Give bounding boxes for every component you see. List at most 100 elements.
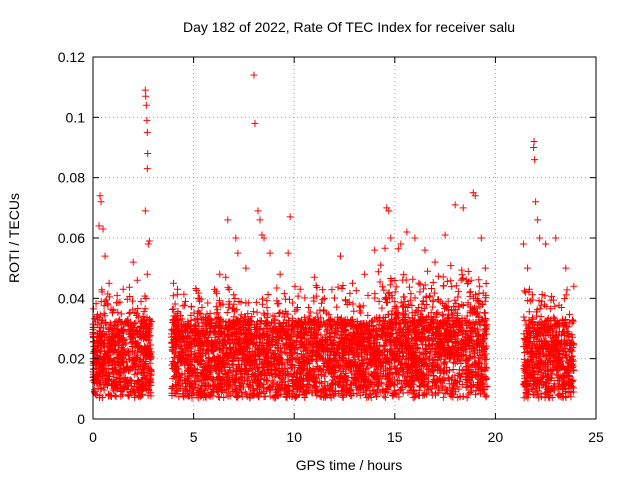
data-point [111,340,119,348]
data-point [137,317,145,325]
data-point [133,353,141,361]
data-point [114,299,122,307]
data-point [116,298,124,306]
grid-lines [93,57,596,419]
data-point [143,369,151,377]
data-point [146,359,154,367]
data-point [133,310,141,318]
data-point [99,393,107,401]
data-point [92,300,100,308]
data-point [125,330,133,338]
data-point [140,333,148,341]
data-point [364,311,372,319]
data-point [140,374,148,382]
data-point [106,293,114,301]
data-point [146,377,154,385]
data-point [266,392,274,400]
data-point [319,296,327,304]
data-point [371,290,379,298]
data-point [125,351,133,359]
data-point [103,371,111,379]
data-point [134,377,142,385]
data-point [146,321,154,329]
data-point [117,383,125,391]
data-point [136,329,144,337]
data-point [439,393,447,401]
data-point [129,297,136,305]
data-point [447,262,455,270]
data-point [132,339,140,347]
data-point [147,318,155,326]
data-points [89,71,578,402]
data-point [352,287,360,295]
data-point [425,293,433,301]
data-point [111,382,119,390]
data-point [91,358,99,366]
data-point [97,330,105,338]
data-point [253,308,261,316]
data-point [105,376,113,384]
data-point [330,294,338,302]
data-point [400,293,408,301]
data-point [213,310,221,318]
data-point [130,383,138,391]
data-point [129,306,137,314]
data-point [104,362,112,370]
data-point [224,284,232,292]
data-point [97,364,105,372]
data-point [90,305,98,313]
data-point [107,305,115,313]
data-point [381,244,389,252]
data-point [140,316,148,324]
data-point [109,337,117,345]
data-point [475,289,483,297]
data-point [454,293,462,301]
data-point [421,281,429,289]
data-point [197,295,205,303]
data-point [214,393,222,401]
data-point [260,309,268,317]
data-point [415,279,423,287]
data-point [375,297,383,305]
data-point [476,282,484,290]
data-point [125,391,133,399]
data-point [142,295,150,303]
data-point [127,326,135,334]
data-point [98,316,106,324]
data-point [141,316,149,324]
data-point [291,282,299,290]
data-point [407,290,415,298]
data-point [134,313,142,321]
data-point [365,390,373,398]
data-point [113,353,121,361]
data-point [107,321,115,329]
data-point [339,281,347,289]
data-point [405,283,413,291]
data-point [328,286,336,294]
data-point [118,346,126,354]
data-point [349,300,357,308]
data-point [145,351,153,359]
data-point [334,283,342,291]
data-point [147,389,155,397]
data-point [444,315,452,323]
data-point [142,357,150,365]
data-point [127,377,135,385]
data-point [109,348,117,356]
data-point [138,358,146,366]
data-point [117,310,125,318]
data-point [353,390,361,398]
data-point [102,296,110,304]
data-point [333,303,341,311]
data-point [99,324,107,332]
data-point [98,288,106,296]
data-point [108,361,116,369]
data-point [129,334,137,342]
data-point [180,290,188,298]
data-point [117,369,125,377]
data-point [93,380,101,388]
data-point [128,387,136,395]
data-point [439,282,447,290]
data-point [212,303,220,311]
